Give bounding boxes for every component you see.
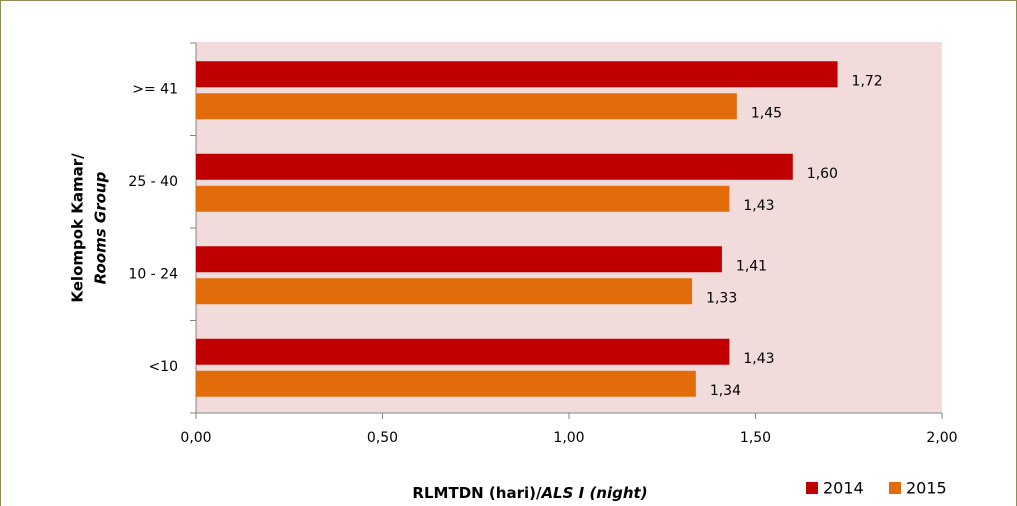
bar	[196, 61, 838, 88]
bar	[196, 185, 730, 212]
legend-swatch	[806, 482, 818, 494]
legend-label: 2014	[823, 479, 864, 498]
x-axis-title: RLMTDN (hari)/ALS I (night)	[412, 484, 647, 502]
y-tick-label: >= 41	[132, 81, 178, 97]
value-label: 1,34	[710, 383, 741, 399]
y-axis-title: Rooms Group	[92, 171, 110, 284]
x-tick-label: 1,00	[553, 430, 584, 446]
y-tick-label: <10	[148, 359, 178, 375]
y-tick-label: 10 - 24	[128, 266, 178, 282]
x-tick-label: 0,50	[367, 430, 398, 446]
value-label: 1,72	[852, 73, 883, 89]
value-label: 1,45	[751, 105, 782, 121]
value-label: 1,60	[807, 166, 838, 182]
bar	[196, 370, 696, 397]
y-axis-title: Kelompok Kamar/	[69, 153, 87, 303]
x-tick-label: 1,50	[740, 430, 771, 446]
bar	[196, 338, 730, 365]
x-axis-title-part: ALS I (night)	[540, 484, 647, 502]
value-label: 1,41	[736, 258, 767, 274]
x-tick-label: 2,00	[926, 430, 957, 446]
value-label: 1,43	[743, 351, 774, 367]
value-label: 1,33	[706, 290, 737, 306]
bar	[196, 153, 793, 180]
bar	[196, 246, 722, 273]
x-tick-label: 0,00	[180, 430, 211, 446]
legend-label: 2015	[906, 479, 947, 498]
legend-swatch	[889, 482, 901, 494]
x-axis-title-part: RLMTDN (hari)/	[412, 484, 542, 502]
y-tick-label: 25 - 40	[128, 174, 178, 190]
bar	[196, 278, 693, 305]
bar	[196, 93, 737, 120]
value-label: 1,43	[743, 198, 774, 214]
